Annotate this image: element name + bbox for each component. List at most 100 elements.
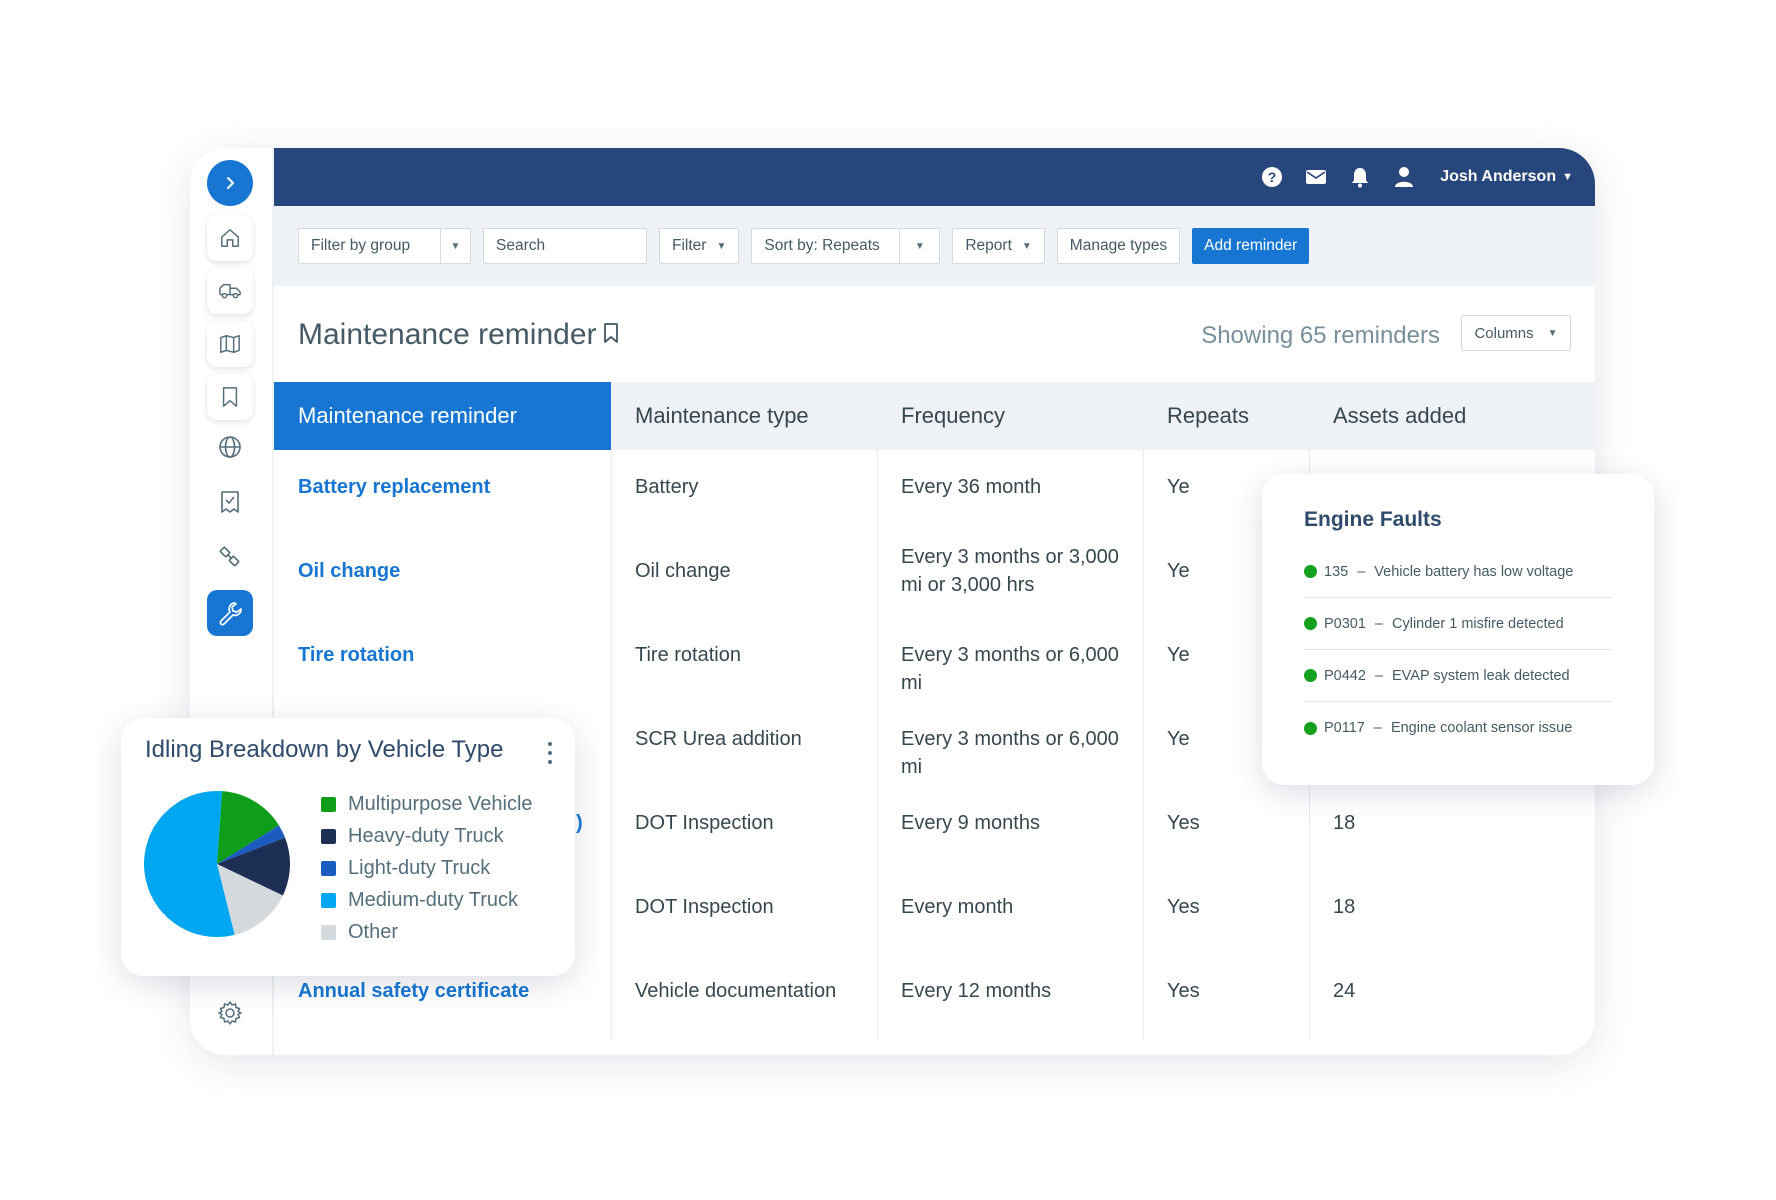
user-name[interactable]: Josh Anderson xyxy=(1440,168,1557,185)
help-button[interactable]: ? xyxy=(1260,165,1284,189)
reminder-link[interactable]: ) xyxy=(576,812,583,834)
pie-slice-medium-duty-truck[interactable] xyxy=(143,791,235,937)
legend-item[interactable]: Light-duty Truck xyxy=(321,852,533,884)
caret-down-icon[interactable]: ▼ xyxy=(1562,171,1573,183)
columns-button[interactable]: Columns ▼ xyxy=(1461,315,1571,351)
fault-text: Cylinder 1 misfire detected xyxy=(1392,615,1564,632)
mail-icon xyxy=(1306,170,1327,184)
page-title: Maintenance reminder xyxy=(298,318,597,351)
table-cell-frequency: Every 9 months xyxy=(901,812,1040,834)
legend-swatch xyxy=(321,924,336,940)
columns-label: Columns xyxy=(1474,324,1534,342)
manage-types-label: Manage types xyxy=(1069,237,1168,254)
table-cell-assets: 18 xyxy=(1333,896,1356,918)
sidebar-item-map[interactable] xyxy=(207,321,253,367)
column-header-type[interactable]: Maintenance type xyxy=(635,403,809,428)
messages-button[interactable] xyxy=(1304,165,1328,189)
sidebar-item-vehicles[interactable] xyxy=(207,268,253,314)
report-dropdown[interactable]: Report ▼ xyxy=(952,228,1045,264)
table-cell-assets: 18 xyxy=(1333,812,1356,834)
column-divider xyxy=(1143,450,1144,1040)
table-cell-type: Battery xyxy=(635,476,699,498)
legend-label: Heavy-duty Truck xyxy=(348,824,504,847)
fault-item[interactable]: 135 – Vehicle battery has low voltage xyxy=(1304,546,1612,598)
sidebar-item-global[interactable] xyxy=(207,424,253,470)
status-dot xyxy=(1304,617,1317,630)
legend-swatch xyxy=(321,892,336,908)
fault-code: P0442 xyxy=(1324,667,1366,684)
settings-icon xyxy=(218,1001,242,1025)
sidebar-item-integrations[interactable] xyxy=(207,534,253,580)
fault-item[interactable]: P0301 – Cylinder 1 misfire detected xyxy=(1304,598,1612,650)
search-input[interactable]: Search xyxy=(483,228,647,264)
column-header-assets[interactable]: Assets added xyxy=(1333,403,1467,428)
wrench-icon xyxy=(219,602,242,626)
sidebar-expand-button[interactable] xyxy=(207,160,253,206)
kebab-menu-icon[interactable] xyxy=(545,738,555,768)
user-menu-avatar[interactable] xyxy=(1392,165,1416,189)
bookmark-icon xyxy=(604,323,618,343)
fault-code: 135 xyxy=(1324,563,1349,580)
pie-slice-light-duty-truck[interactable] xyxy=(217,825,286,864)
bell-icon xyxy=(1352,168,1369,188)
column-header-reminder[interactable]: Maintenance reminder xyxy=(274,382,611,450)
legend-item[interactable]: Other xyxy=(321,916,533,948)
add-reminder-button[interactable]: Add reminder xyxy=(1192,228,1310,264)
bookmark-icon xyxy=(222,387,238,407)
table-cell-frequency: Every 3 months or 6,000 mi xyxy=(901,728,1119,778)
sort-select[interactable]: Sort by: Repeats ▼ xyxy=(751,228,941,264)
sidebar-item-settings[interactable] xyxy=(207,990,253,1036)
bookmark-page-button[interactable] xyxy=(602,322,620,349)
separator: – xyxy=(1374,667,1384,684)
table-cell-repeats: Yes xyxy=(1167,896,1200,918)
fault-item[interactable]: P0442 – EVAP system leak detected xyxy=(1304,650,1612,702)
reminder-link[interactable]: Annual safety certificate xyxy=(298,980,530,1002)
column-divider xyxy=(611,450,612,1040)
fault-code: P0117 xyxy=(1324,720,1365,736)
table-cell-frequency: Every 36 month xyxy=(901,476,1042,498)
pie-slice-heavy-duty-truck[interactable] xyxy=(217,837,290,896)
pie-slice-multipurpose-vehicle[interactable] xyxy=(217,791,279,864)
table-header: Maintenance reminder Maintenance type Fr… xyxy=(274,382,1595,450)
caret-down-icon: ▼ xyxy=(1547,327,1558,339)
table-cell-frequency: Every 3 months or 3,000 mi or 3,000 hrs xyxy=(901,546,1119,596)
column-header-frequency[interactable]: Frequency xyxy=(901,403,1005,428)
filter-by-group-select[interactable]: Filter by group ▼ xyxy=(298,228,471,264)
separator: – xyxy=(1357,563,1366,580)
filter-label: Filter xyxy=(672,237,707,254)
help-icon: ? xyxy=(1262,167,1283,187)
chevron-right-icon xyxy=(227,177,234,189)
chart-legend: Multipurpose Vehicle Heavy-duty Truck Ligh… xyxy=(321,788,533,948)
legend-item[interactable]: Heavy-duty Truck xyxy=(321,820,533,852)
sidebar-item-maintenance[interactable] xyxy=(207,590,253,636)
sidebar-item-inspections[interactable] xyxy=(207,479,253,525)
legend-item[interactable]: Multipurpose Vehicle xyxy=(321,788,533,820)
sidebar-item-home[interactable] xyxy=(207,215,253,261)
fault-item[interactable]: P0117 – Engine coolant sensor issue xyxy=(1304,702,1612,754)
idling-title: Idling Breakdown by Vehicle Type xyxy=(145,736,504,763)
table-cell-repeats: Yes xyxy=(1167,812,1200,834)
engine-faults-title: Engine Faults xyxy=(1304,508,1442,531)
table-cell-type: Oil change xyxy=(635,560,731,582)
globe-icon xyxy=(219,436,241,458)
column-header-repeats[interactable]: Repeats xyxy=(1167,403,1249,428)
notifications-button[interactable] xyxy=(1348,165,1372,189)
reminder-link[interactable]: Battery replacement xyxy=(298,476,491,498)
reminder-link[interactable]: Oil change xyxy=(298,560,401,582)
legend-item[interactable]: Medium-duty Truck xyxy=(321,884,533,916)
caret-down-icon[interactable]: ▼ xyxy=(899,229,939,263)
main-content: ? Josh Anderson ▼ Filter by group ▼ Sear… xyxy=(274,148,1595,1055)
report-label: Report xyxy=(965,237,1012,254)
plug-icon xyxy=(219,546,240,567)
caret-down-icon: ▼ xyxy=(716,240,727,252)
table-cell-type: Tire rotation xyxy=(635,644,741,666)
fault-text: Engine coolant sensor issue xyxy=(1390,720,1573,736)
toolbar: Filter by group ▼ Search Filter ▼ Sort b… xyxy=(274,206,1595,286)
pie-slice-other[interactable] xyxy=(217,864,283,935)
filter-dropdown[interactable]: Filter ▼ xyxy=(659,228,740,264)
sidebar-item-bookmarks[interactable] xyxy=(207,374,253,420)
table-cell-repeats: Ye xyxy=(1167,560,1190,582)
manage-types-button[interactable]: Manage types xyxy=(1056,228,1181,264)
reminder-link[interactable]: Tire rotation xyxy=(298,644,415,666)
caret-down-icon[interactable]: ▼ xyxy=(440,229,470,263)
